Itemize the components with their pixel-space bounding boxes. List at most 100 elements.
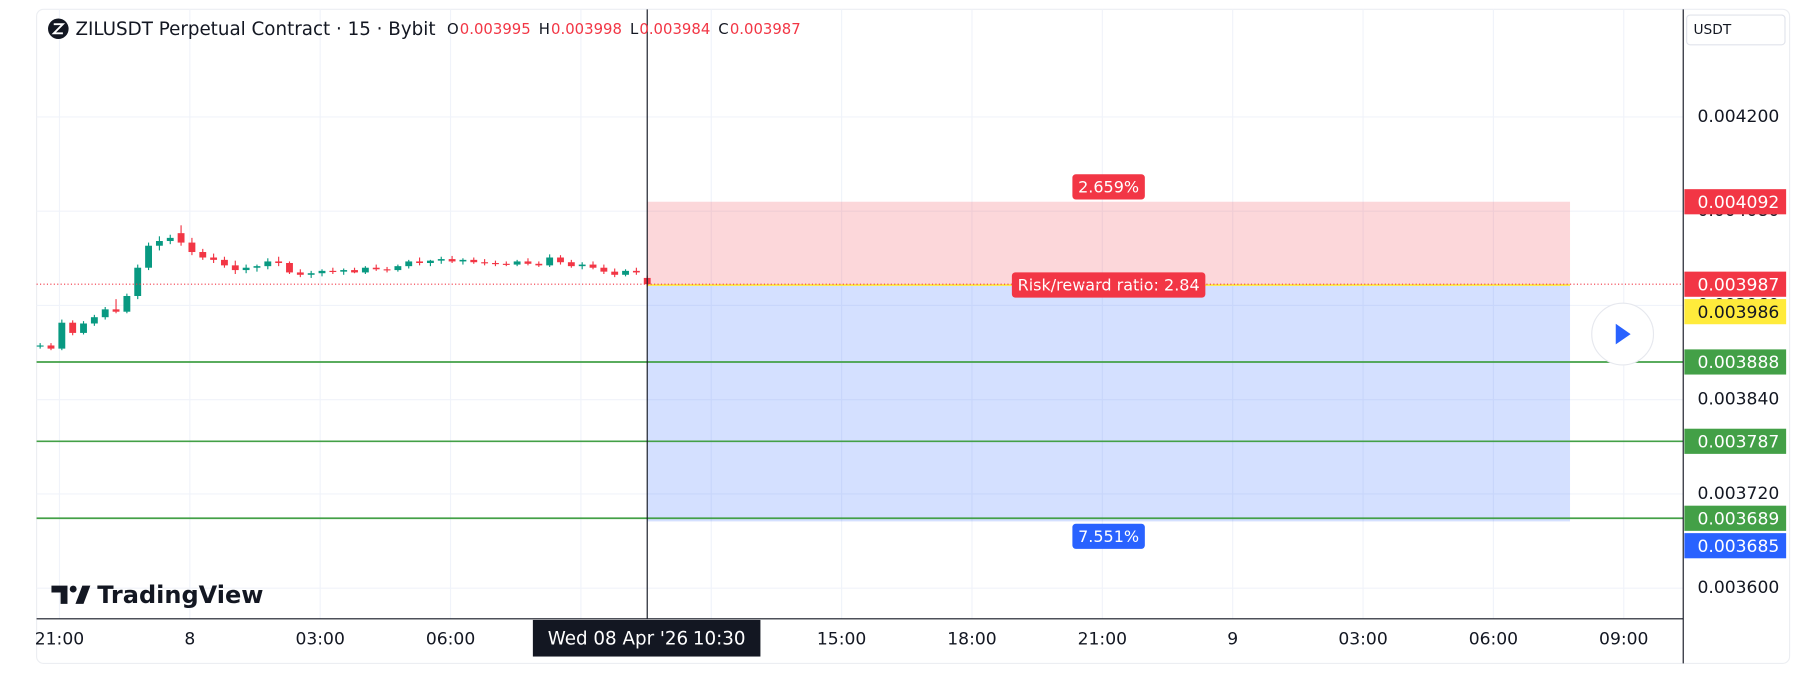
candle-body <box>578 264 586 267</box>
candle-body <box>416 261 424 264</box>
price-badge-label: 0.003787 <box>1697 432 1779 452</box>
candle-body <box>188 242 196 253</box>
position-tool[interactable]: 2.659% Risk/reward ratio: 2.84 7.551% <box>647 174 1571 549</box>
target-zone[interactable] <box>647 284 1571 522</box>
y-tick-label: 0.003720 <box>1697 484 1779 504</box>
price-badge <box>1684 189 1787 215</box>
candle-body <box>296 272 304 275</box>
risk-label-text[interactable]: 2.659% <box>1078 178 1139 197</box>
play-button[interactable] <box>1591 302 1655 366</box>
ohlc-value: 0.003998 <box>551 20 622 38</box>
risk-label[interactable]: 2.659% <box>1072 174 1145 200</box>
candle-body <box>123 295 131 312</box>
candle-body <box>155 241 163 246</box>
price-badge <box>1684 533 1787 559</box>
reward-label[interactable]: 7.551% <box>1072 523 1145 549</box>
logo-mark <box>51 585 68 604</box>
ohlc-key: O <box>447 20 459 38</box>
candle-body <box>36 345 44 347</box>
candle-body <box>567 262 575 267</box>
candle-body <box>242 267 250 271</box>
risk-label-box[interactable] <box>1072 174 1145 200</box>
candle-body <box>361 267 369 273</box>
price-badge-label: 0.003888 <box>1697 353 1779 373</box>
stop-zone[interactable] <box>647 201 1571 285</box>
price-badge-label: 0.003689 <box>1697 509 1779 529</box>
price-badge <box>1684 299 1787 325</box>
candle-body <box>69 322 77 333</box>
candle-body <box>611 271 619 275</box>
candle-body <box>210 257 218 260</box>
candle-body <box>600 267 608 272</box>
candle-body <box>426 260 434 264</box>
price-badge-label: 0.004092 <box>1697 193 1779 213</box>
candle-body <box>145 245 152 268</box>
candle-body <box>177 233 185 243</box>
candle-body <box>264 261 272 267</box>
chart-frame <box>36 8 1791 664</box>
crosshair-time: 10:30 <box>693 628 746 649</box>
candle-body <box>275 261 283 264</box>
candle-body <box>557 257 564 263</box>
symbol-icon-glyph <box>51 23 66 35</box>
ohlc-value: 0.003995 <box>460 20 531 38</box>
candle-body <box>459 259 467 262</box>
play-icon[interactable] <box>1615 323 1631 345</box>
x-tick-label: 8 <box>184 629 195 649</box>
candle-body <box>318 270 326 274</box>
price-badge <box>1684 349 1787 375</box>
plot <box>36 9 1684 619</box>
x-tick-label: 09:00 <box>1599 629 1648 649</box>
logo-mark <box>69 585 77 593</box>
candle-body <box>80 323 87 333</box>
candle-body <box>286 263 293 273</box>
crosshair-time-box <box>532 619 761 657</box>
candle-body <box>47 345 55 349</box>
currency-box[interactable] <box>1686 14 1786 46</box>
ratio-label-box[interactable] <box>1011 272 1206 298</box>
candle-body <box>405 261 413 267</box>
candle-body <box>199 252 207 258</box>
price-badge-label: 0.003987 <box>1697 275 1779 295</box>
ratio-label[interactable]: Risk/reward ratio: 2.84 <box>1011 272 1206 298</box>
price-badge <box>1684 428 1787 454</box>
candle-body <box>437 259 445 261</box>
candle-body <box>394 266 402 271</box>
price-badge-label: 0.003986 <box>1697 303 1779 323</box>
candle-body <box>448 259 456 262</box>
candle-body <box>481 262 489 264</box>
candle-body <box>383 269 391 271</box>
ohlc-key: H <box>539 20 550 38</box>
currency-label[interactable]: USDT <box>1694 22 1732 38</box>
axes: 0.0036000.0037200.0038400.0039600.004080… <box>35 107 1787 657</box>
candle-body <box>513 261 521 265</box>
x-tick-label: 06:00 <box>1469 629 1518 649</box>
candle-body <box>589 264 597 268</box>
x-tick-label: 03:00 <box>295 629 344 649</box>
candle-body <box>351 270 358 273</box>
grid <box>36 9 1684 619</box>
candle-body <box>221 259 228 266</box>
candle-body <box>90 317 98 324</box>
ratio-label-text[interactable]: Risk/reward ratio: 2.84 <box>1018 276 1200 295</box>
candle-body <box>253 266 261 268</box>
reward-label-text[interactable]: 7.551% <box>1078 527 1139 546</box>
y-tick-label: 0.003840 <box>1697 390 1779 410</box>
candle-body <box>340 270 348 272</box>
candle-body <box>502 263 510 265</box>
candle-body <box>632 270 640 273</box>
reward-label-box[interactable] <box>1072 523 1145 549</box>
candle-body <box>535 263 543 266</box>
ohlc-key: C <box>718 20 728 38</box>
price-badge-label: 0.003685 <box>1697 537 1779 557</box>
candle-body <box>307 273 315 275</box>
ohlc-key: L <box>630 20 639 38</box>
crosshair-date: Wed 08 Apr '26 <box>548 628 688 649</box>
x-tick-label: 18:00 <box>947 629 996 649</box>
x-tick-label: 06:00 <box>426 629 475 649</box>
candle-body <box>546 257 554 266</box>
candle-body <box>329 270 337 273</box>
y-tick-label: 0.003600 <box>1697 578 1779 598</box>
